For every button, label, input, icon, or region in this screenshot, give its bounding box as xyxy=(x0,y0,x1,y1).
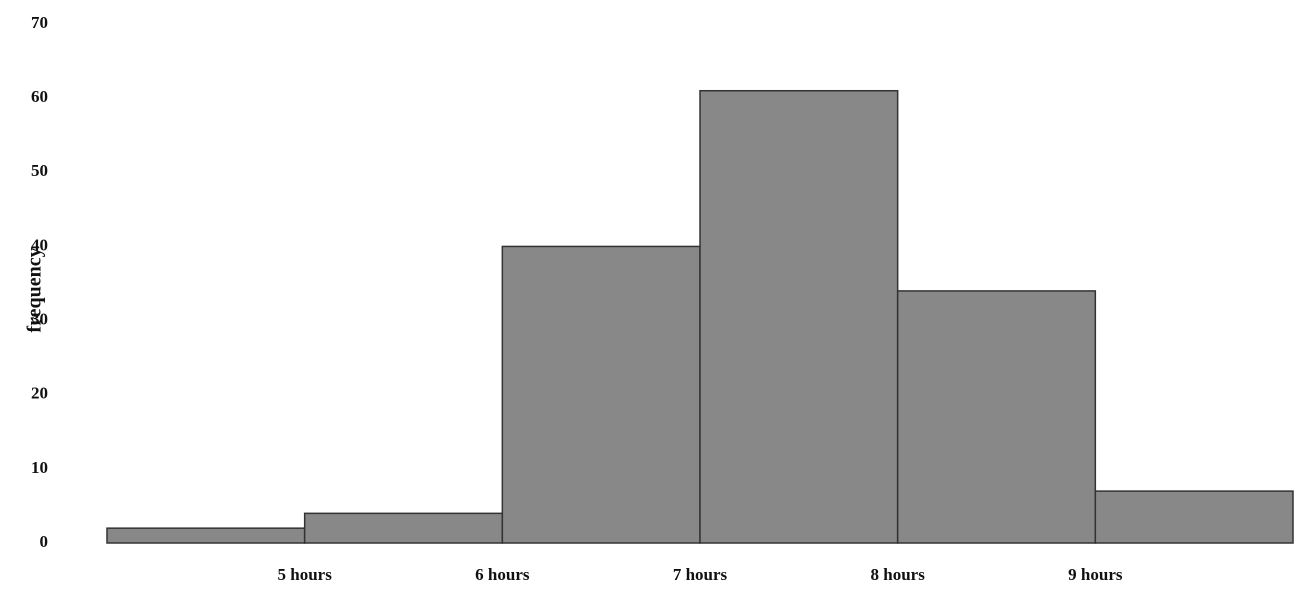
bar xyxy=(501,245,701,544)
bar xyxy=(896,290,1097,544)
x-tick-label: 5 hours xyxy=(278,565,333,584)
bar xyxy=(303,512,504,544)
bar xyxy=(1094,490,1294,544)
y-tick-label: 30 xyxy=(31,309,48,328)
x-tick-label: 7 hours xyxy=(673,565,728,584)
y-tick-label: 20 xyxy=(31,384,48,403)
x-tick-label: 9 hours xyxy=(1068,565,1123,584)
y-tick-label: 60 xyxy=(31,87,48,106)
y-tick-label: 50 xyxy=(31,161,48,180)
y-tick-label: 40 xyxy=(31,235,48,254)
y-tick-label: 10 xyxy=(31,458,48,477)
y-tick-label: 70 xyxy=(31,13,48,32)
bar xyxy=(106,527,306,544)
bar xyxy=(699,89,899,544)
x-tick-label: 6 hours xyxy=(475,565,530,584)
x-tick-label: 8 hours xyxy=(871,565,926,584)
y-axis-label: frequency xyxy=(24,247,46,332)
y-tick-label: 0 xyxy=(40,532,49,551)
